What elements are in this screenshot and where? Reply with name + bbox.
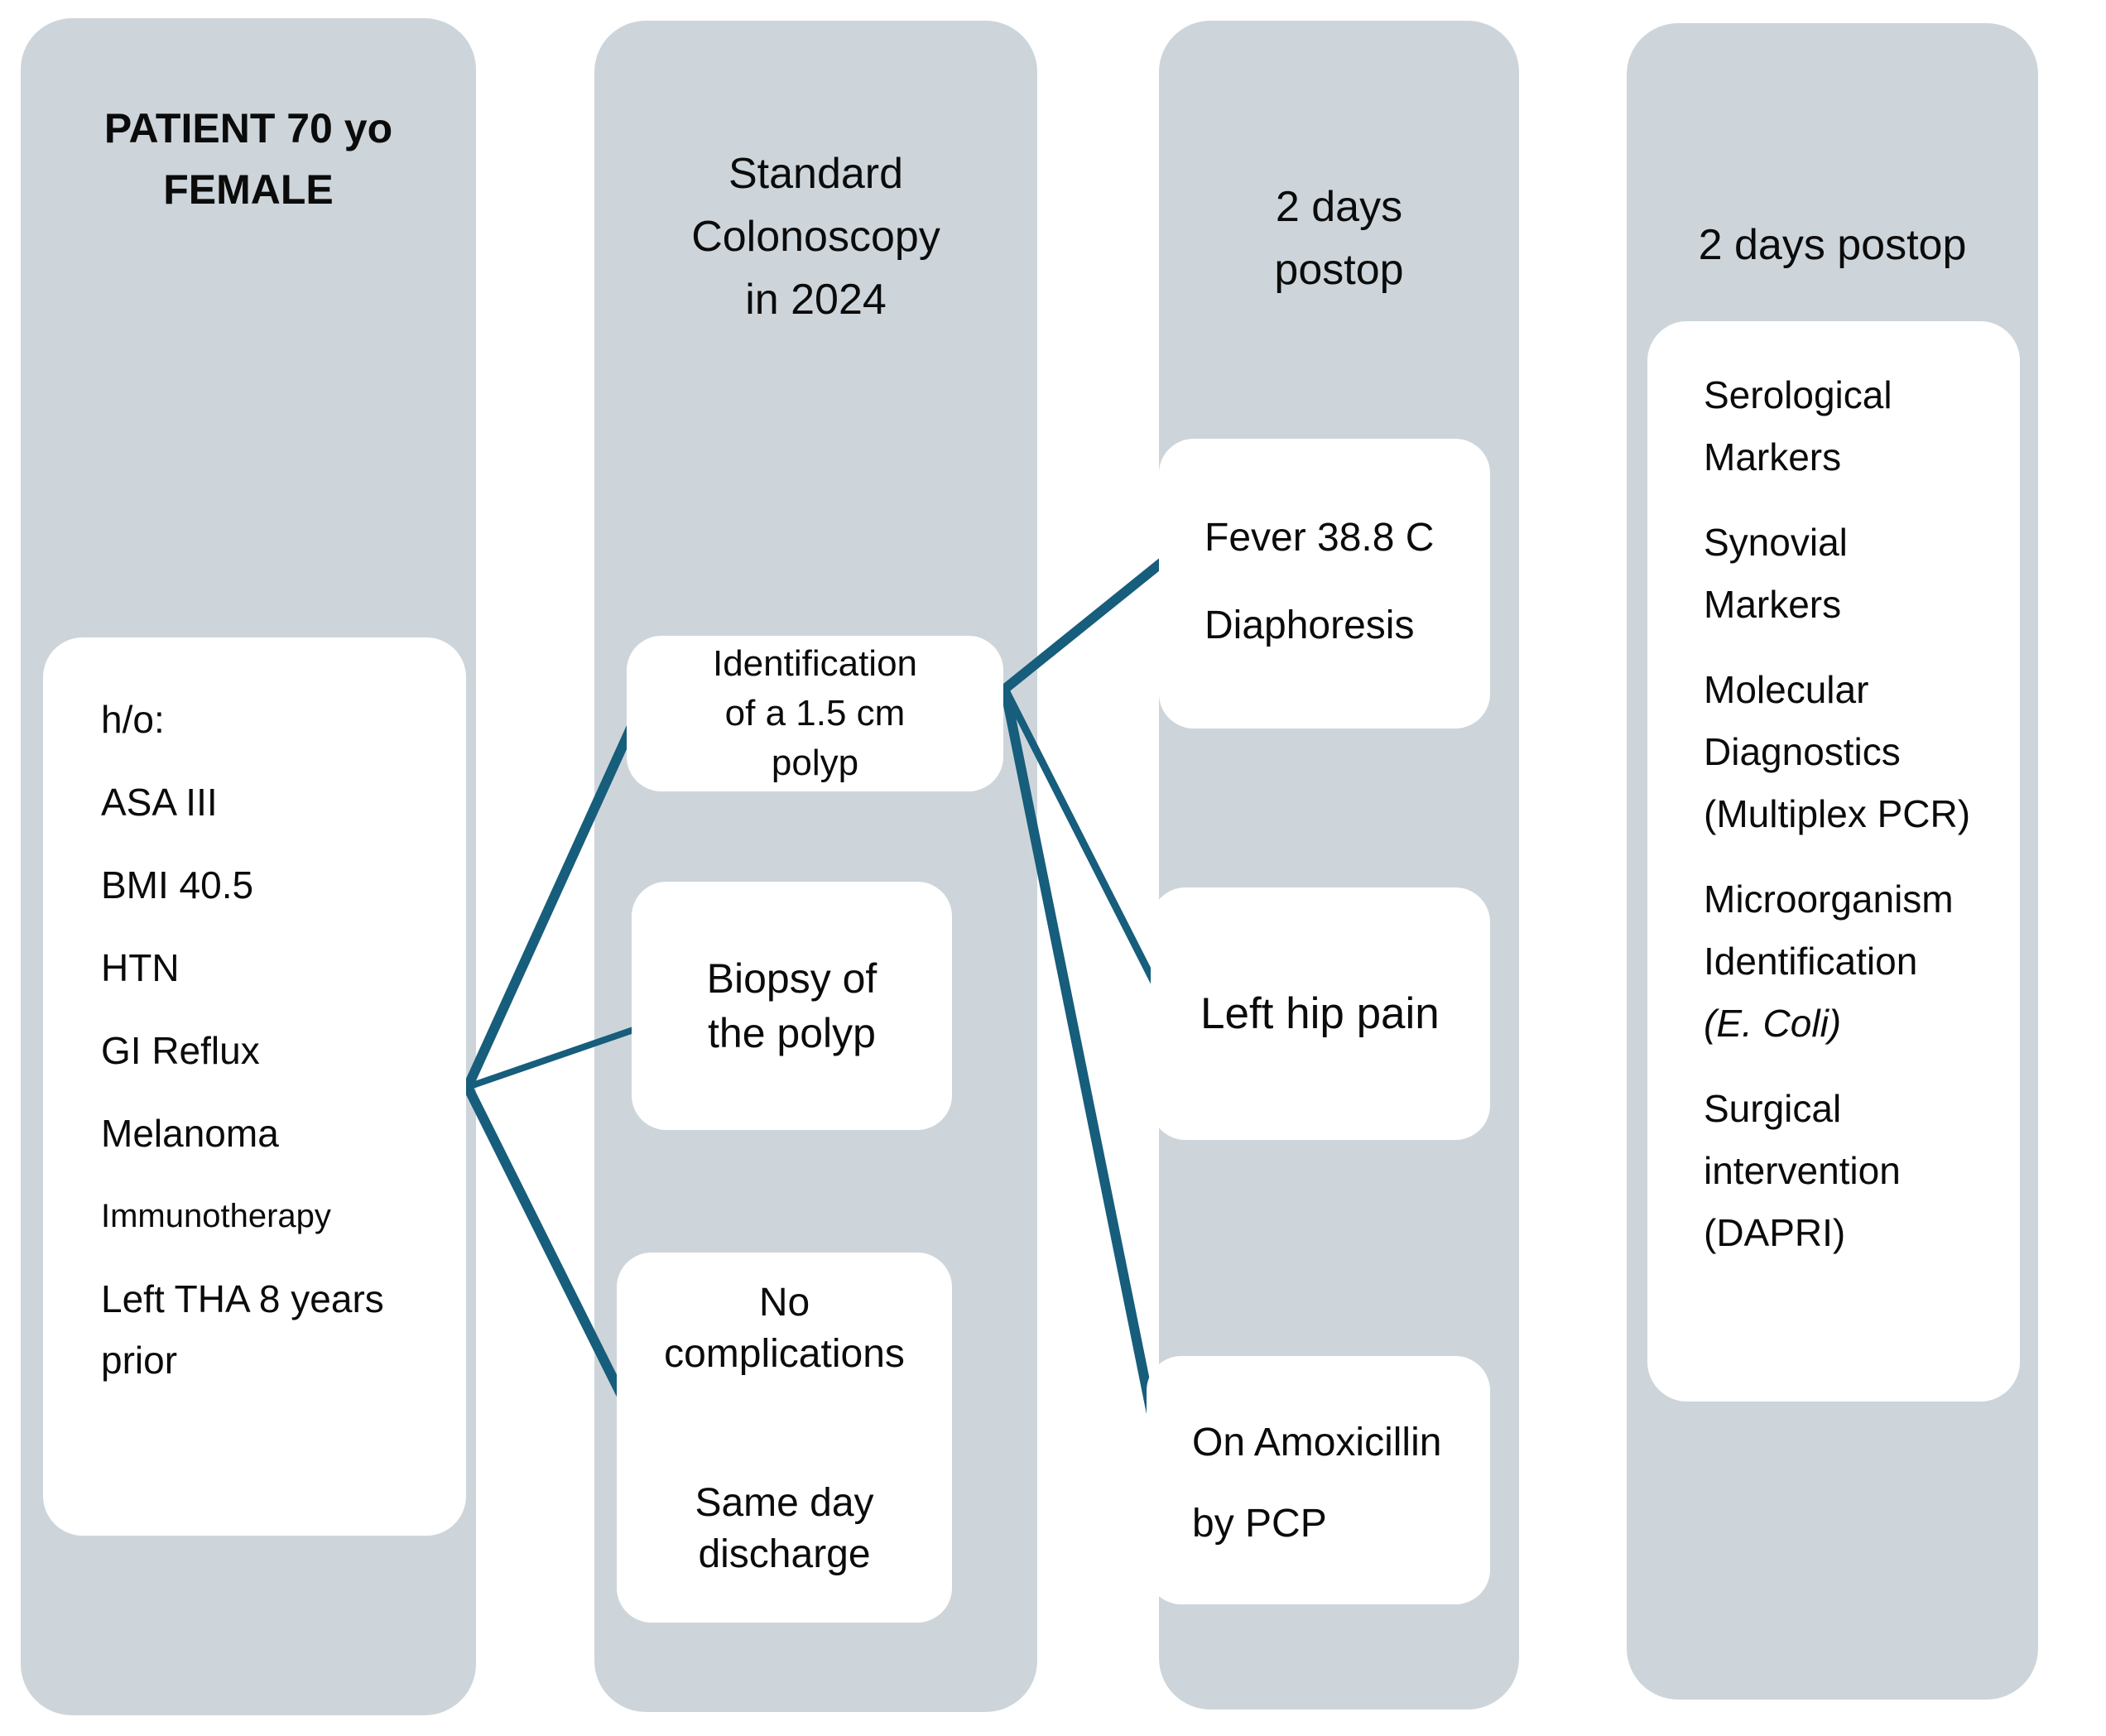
box-line: polyp xyxy=(771,743,859,783)
box-line: Identification xyxy=(712,643,918,684)
box-line: Fever 38.8 C xyxy=(1204,516,1435,560)
box-line: (DAPRI) xyxy=(1704,1211,1846,1254)
box-line: Left hip pain xyxy=(1200,989,1440,1038)
hip-pain-box: Left hip pain xyxy=(1151,887,1490,1140)
box-line: Molecular xyxy=(1704,668,1869,711)
box-line: Identification xyxy=(1704,940,1918,983)
box-line: intervention xyxy=(1704,1149,1901,1192)
header-workup: 2 days postop xyxy=(1627,214,2038,277)
connector-line-history-to-outcome xyxy=(463,1082,636,1419)
box-line: Serological xyxy=(1704,373,1892,416)
history-box: h/o: ASA III BMI 40.5 HTN GI Reflux Mela… xyxy=(43,637,466,1536)
connector-line-identification-to-fever xyxy=(1000,543,1185,694)
box-line: by PCP xyxy=(1192,1502,1327,1546)
header-line: Colonoscopy xyxy=(691,213,940,261)
outcome-box: No complications Same day discharge xyxy=(617,1253,952,1623)
history-line: h/o: xyxy=(101,698,165,741)
connector-line-identification-to-amox xyxy=(1000,684,1166,1464)
fever-box: Fever 38.8 C Diaphoresis xyxy=(1159,439,1490,729)
header-line: postop xyxy=(1274,246,1404,294)
box-line: Same day discharge xyxy=(695,1481,874,1576)
history-line: BMI 40.5 xyxy=(101,863,254,906)
history-line: Left THA 8 years prior xyxy=(101,1277,384,1382)
header-colonoscopy: Standard Colonoscopy in 2024 xyxy=(594,142,1037,331)
connector-line-identification-to-hip xyxy=(1001,685,1173,1016)
header-line: 2 days xyxy=(1275,183,1403,231)
box-line: Markers xyxy=(1704,435,1842,478)
antibiotics-box: On Amoxicillin by PCP xyxy=(1147,1356,1490,1604)
box-line: Diaphoresis xyxy=(1204,604,1415,647)
history-line: HTN xyxy=(101,946,180,989)
history-line: Melanoma xyxy=(101,1112,279,1155)
box-line: Microorganism xyxy=(1704,878,1954,921)
diagnostics-group: Surgical intervention (DAPRI) xyxy=(1704,1078,1999,1264)
box-line: No complications xyxy=(664,1281,905,1376)
diagnostics-group: Serological Markers xyxy=(1704,364,1999,488)
header-postop-symptoms: 2 days postop xyxy=(1159,176,1519,301)
box-line: Markers xyxy=(1704,583,1842,626)
connector-line-history-to-identification xyxy=(463,690,651,1092)
box-line: Synovial xyxy=(1704,521,1848,564)
box-line: Surgical xyxy=(1704,1087,1842,1130)
history-line: ASA III xyxy=(101,781,218,824)
header-line: 2 days postop xyxy=(1698,221,1967,269)
box-line: (Multiplex PCR) xyxy=(1704,792,1971,835)
box-line: of a 1.5 cm xyxy=(724,693,906,733)
header-line: Standard xyxy=(728,150,904,198)
box-line: Biopsy of xyxy=(706,955,878,1002)
biopsy-box: Biopsy of the polyp xyxy=(632,882,952,1130)
connector-line-history-to-biopsy xyxy=(464,1017,666,1090)
box-line: (E. Coli) xyxy=(1704,1002,1842,1045)
header-line: FEMALE xyxy=(163,166,334,213)
diagnostics-group: Synovial Markers xyxy=(1704,512,1999,636)
history-line: GI Reflux xyxy=(101,1029,260,1072)
polyp-identification-box: Identification of a 1.5 cm polyp xyxy=(627,636,1003,791)
header-line: in 2024 xyxy=(745,276,887,324)
diagnostics-box: Serological Markers Synovial Markers Mol… xyxy=(1647,321,2020,1402)
diagnostics-group: Microorganism Identification (E. Coli) xyxy=(1704,868,1999,1055)
box-line: On Amoxicillin xyxy=(1192,1421,1442,1464)
header-line: PATIENT 70 yo xyxy=(103,105,393,151)
diagnostics-group: Molecular Diagnostics (Multiplex PCR) xyxy=(1704,659,1999,845)
header-patient: PATIENT 70 yo FEMALE xyxy=(21,98,476,220)
box-line: the polyp xyxy=(708,1010,876,1056)
history-line: Immunotherapy xyxy=(101,1198,331,1234)
box-line: Diagnostics xyxy=(1704,730,1901,773)
